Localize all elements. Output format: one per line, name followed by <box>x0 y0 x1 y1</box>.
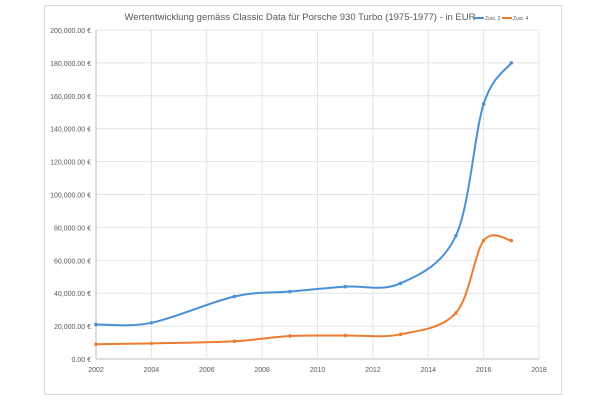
x-tick-label: 2010 <box>310 367 326 374</box>
data-point <box>232 294 237 299</box>
data-point <box>94 342 98 346</box>
x-tick-label: 2002 <box>88 367 104 374</box>
x-tick-label: 2008 <box>254 367 270 374</box>
data-point <box>454 311 458 315</box>
x-tick-label: 2004 <box>144 367 160 374</box>
data-point <box>481 102 486 106</box>
x-tick-label: 2016 <box>476 367 492 374</box>
data-point <box>398 332 403 337</box>
data-point <box>454 233 458 238</box>
chart-title: Wertentwicklung gemäss Classic Data für … <box>125 12 476 23</box>
x-tick-label: 2012 <box>365 367 381 374</box>
y-tick-label: 80,000.00 € <box>54 225 91 232</box>
legend-label: Zust. 4 <box>513 16 529 22</box>
x-tick-label: 2018 <box>531 367 547 374</box>
y-tick-label: 100,000.00 € <box>50 193 91 200</box>
data-point <box>288 334 292 338</box>
data-point <box>343 284 347 289</box>
data-point <box>149 341 154 346</box>
y-tick-label: 60,000.00 € <box>54 258 91 265</box>
y-tick-label: 200,000.00 € <box>50 28 91 35</box>
y-tick-label: 120,000.00 € <box>50 160 91 167</box>
data-point <box>481 238 486 243</box>
legend-label: Zust. 2 <box>485 16 501 22</box>
x-tick-label: 2006 <box>199 367 215 374</box>
chart-frame <box>44 5 562 395</box>
y-tick-label: 180,000.00 € <box>50 61 91 68</box>
data-point <box>509 238 514 243</box>
data-point <box>232 339 237 344</box>
data-point <box>509 61 514 65</box>
y-tick-label: 140,000.00 € <box>50 127 91 134</box>
data-point <box>343 333 347 338</box>
data-point <box>398 281 403 286</box>
y-tick-label: 0.00 € <box>72 357 92 364</box>
x-tick-label: 2014 <box>420 367 436 374</box>
series-line <box>95 62 513 327</box>
data-point <box>94 322 98 327</box>
y-tick-label: 40,000.00 € <box>54 291 91 298</box>
data-point <box>288 289 292 294</box>
y-tick-label: 160,000.00 € <box>50 94 91 101</box>
y-tick-label: 20,000.00 € <box>54 324 91 331</box>
data-point <box>149 321 154 325</box>
